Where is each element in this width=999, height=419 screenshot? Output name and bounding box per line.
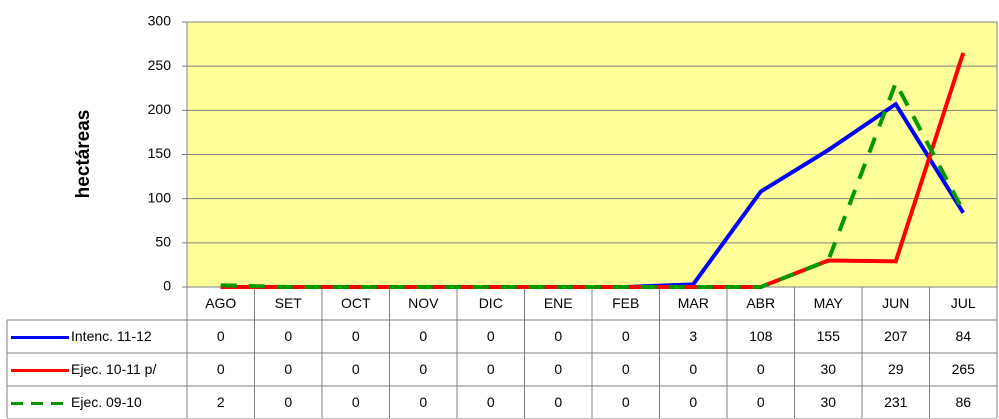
x-tick-label: OCT [341,295,371,311]
y-tick-label: 100 [148,189,172,205]
table-value: 0 [487,394,495,410]
table-value: 108 [749,328,773,344]
table-value: 30 [820,361,836,377]
x-tick-label: ABR [746,295,775,311]
table-value: 265 [952,361,976,377]
table-value: 0 [622,394,630,410]
table-value: 0 [352,328,360,344]
x-tick-label: JUL [951,295,976,311]
y-tick-label: 0 [163,278,171,294]
table-value: 231 [884,394,908,410]
table-value: 0 [419,328,427,344]
table-value: 84 [955,328,971,344]
x-tick-label: ENE [544,295,573,311]
y-tick-label: 200 [148,101,172,117]
x-tick-label: JUN [882,295,909,311]
series-line [220,78,966,289]
legend-label: Ejec. 09-10 [71,394,142,410]
table-value: 207 [884,328,908,344]
table-value: 0 [689,394,697,410]
table-value: 0 [352,394,360,410]
x-tick-label: NOV [408,295,439,311]
table-value: 155 [817,328,841,344]
table-value: 86 [955,394,971,410]
table-value: 29 [888,361,904,377]
table-value: 0 [757,361,765,377]
table-value: 0 [689,361,697,377]
y-tick-label: 50 [155,234,171,250]
table-value: 0 [622,328,630,344]
table-value: 3 [689,328,697,344]
table-value: 0 [487,328,495,344]
y-tick-label: 150 [148,145,172,161]
table-value: 2 [217,394,225,410]
legend-label: Intenc. 11-12 [71,328,152,344]
table-value: 30 [820,394,836,410]
x-tick-label: FEB [612,295,639,311]
table-value: 0 [622,361,630,377]
x-tick-label: SET [275,295,303,311]
table-value: 0 [217,361,225,377]
table-value: 0 [284,394,292,410]
table-value: 0 [217,328,225,344]
legend-label: Ejec. 10-11 p/ [71,361,156,377]
table-value: 0 [487,361,495,377]
table-value: 0 [419,394,427,410]
table-value: 0 [554,394,562,410]
x-tick-label: AGO [205,295,236,311]
y-axis-label: hectáreas [73,110,94,199]
table-value: 0 [419,361,427,377]
table-value: 0 [554,328,562,344]
table-value: 0 [757,394,765,410]
table-value: 0 [284,361,292,377]
x-tick-label: MAR [678,295,709,311]
table-value: 0 [284,328,292,344]
x-tick-label: MAY [814,295,844,311]
y-tick-label: 300 [148,13,172,29]
table-value: 0 [554,361,562,377]
y-tick-label: 250 [148,57,172,73]
x-tick-label: DIC [479,295,503,311]
table-value: 0 [352,361,360,377]
